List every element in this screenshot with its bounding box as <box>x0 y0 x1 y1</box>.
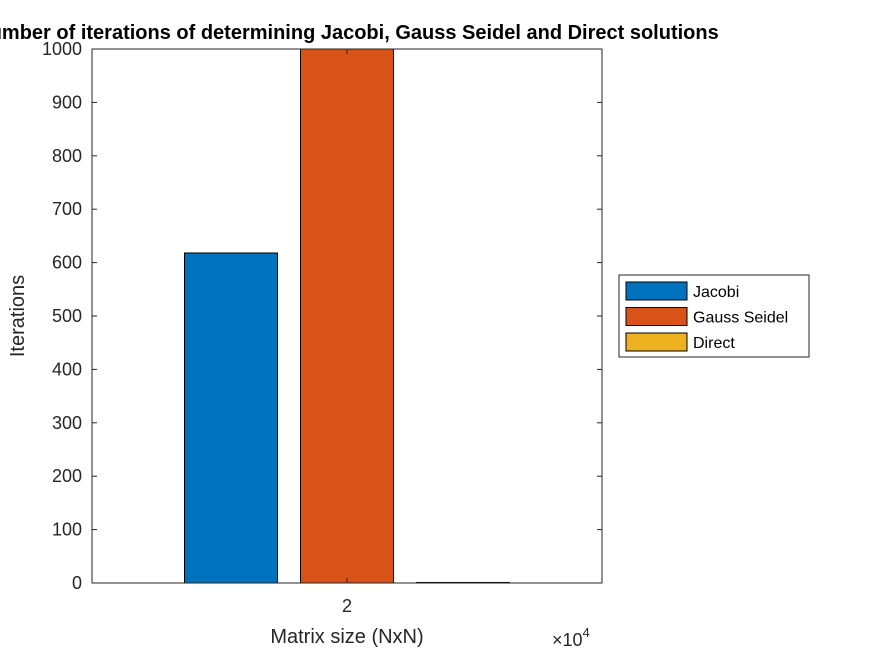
y-tick-label: 300 <box>52 413 82 433</box>
y-tick-label: 900 <box>52 92 82 112</box>
y-tick-label: 700 <box>52 199 82 219</box>
y-tick-label: 100 <box>52 520 82 540</box>
y-tick-label: 1000 <box>42 39 82 59</box>
y-tick-label: 200 <box>52 466 82 486</box>
y-tick-label: 400 <box>52 359 82 379</box>
x-axis-exponent-base: ×10 <box>552 630 583 650</box>
legend-label: Gauss Seidel <box>693 310 788 327</box>
bar-gauss-seidel <box>300 49 394 583</box>
chart-title: Number of iterations of determining Jaco… <box>0 22 719 44</box>
y-tick-label: 500 <box>52 306 82 326</box>
legend-label: Jacobi <box>693 284 739 301</box>
y-axis-label: Iterations <box>7 275 29 357</box>
legend-swatch-gauss-seidel <box>625 307 688 326</box>
y-tick-label: 800 <box>52 146 82 166</box>
y-tick-label: 600 <box>52 253 82 273</box>
x-axis-exponent: ×104 <box>552 625 590 650</box>
y-tick-label: 0 <box>72 573 82 593</box>
legend-swatch-jacobi <box>625 281 688 301</box>
x-axis-label: Matrix size (NxN) <box>270 626 423 648</box>
legend-label: Direct <box>693 335 735 352</box>
legend: Jacobi Gauss Seidel Direct <box>618 274 810 358</box>
bars-group <box>184 49 510 583</box>
legend-swatch-direct <box>625 332 688 352</box>
bar-jacobi <box>184 252 278 583</box>
y-ticks-group: 0 100 200 300 400 500 600 700 800 900 1000 <box>42 39 602 593</box>
x-ticks-group: 2 <box>342 49 352 616</box>
x-tick-label: 2 <box>342 596 352 616</box>
x-axis-exponent-power: 4 <box>583 625 590 640</box>
